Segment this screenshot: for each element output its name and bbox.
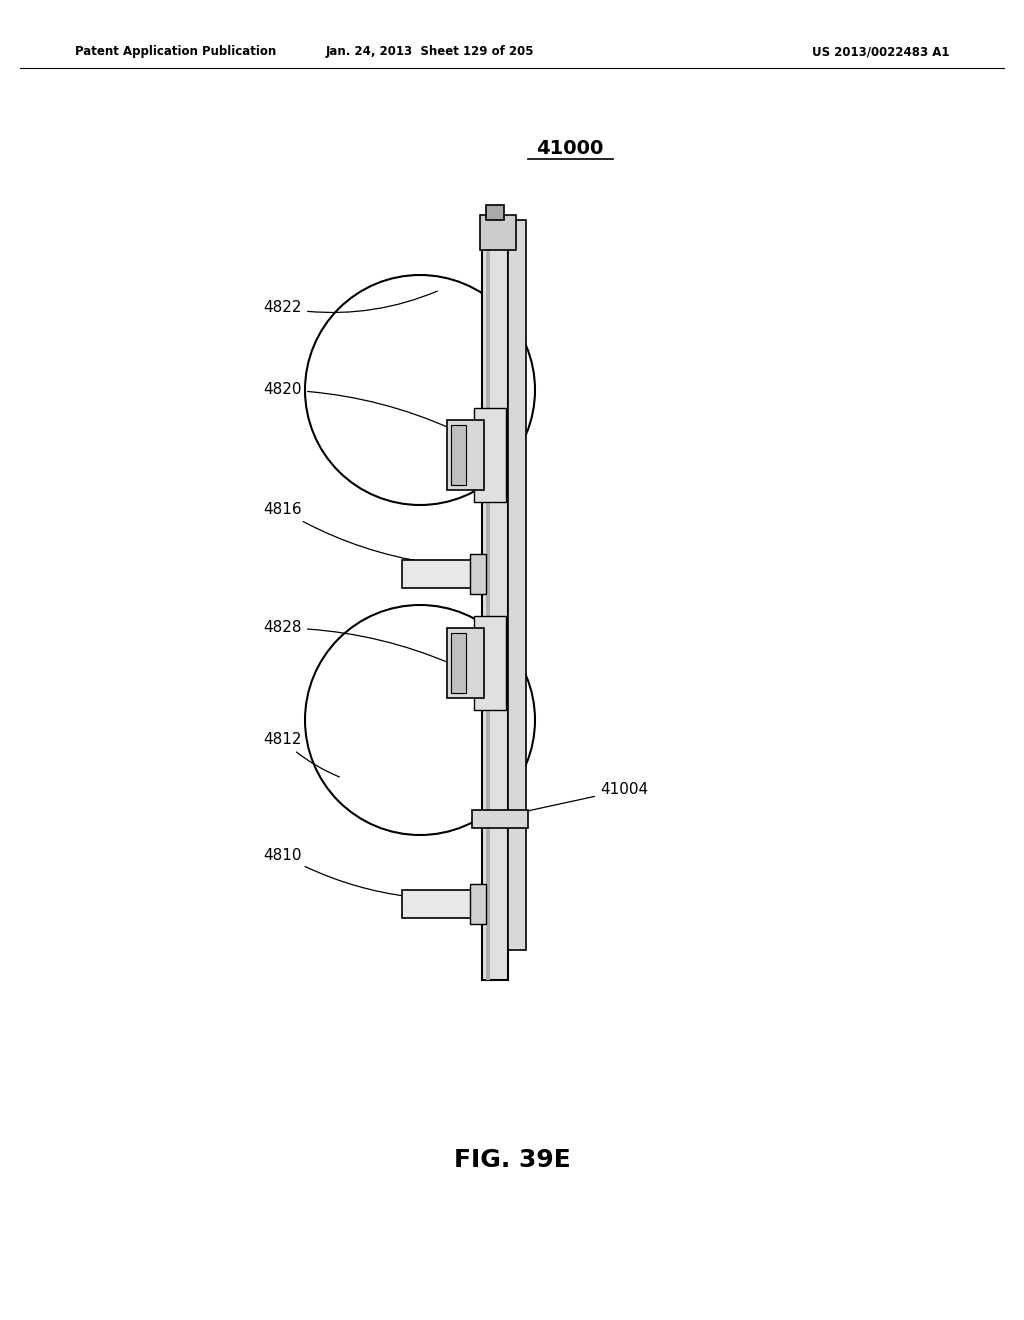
Bar	[470, 884, 486, 924]
Text: US 2013/0022483 A1: US 2013/0022483 A1	[812, 45, 950, 58]
Bar	[451, 425, 466, 484]
Bar	[508, 220, 526, 950]
Bar	[402, 560, 482, 587]
Bar	[482, 220, 508, 979]
Text: 4810: 4810	[263, 847, 410, 896]
Bar	[447, 420, 484, 490]
Bar	[472, 810, 528, 828]
Bar	[402, 890, 482, 917]
Bar	[451, 634, 466, 693]
Text: 4812: 4812	[263, 733, 339, 777]
Bar	[447, 628, 484, 698]
Text: 4820: 4820	[263, 383, 452, 429]
Bar	[474, 408, 506, 502]
Bar	[486, 220, 490, 979]
Text: 4822: 4822	[263, 292, 437, 315]
Text: 4816: 4816	[263, 503, 427, 562]
Bar	[474, 616, 506, 710]
Circle shape	[305, 275, 535, 506]
Text: 41000: 41000	[537, 139, 604, 157]
Text: Jan. 24, 2013  Sheet 129 of 205: Jan. 24, 2013 Sheet 129 of 205	[326, 45, 535, 58]
Bar	[480, 215, 516, 249]
Bar	[470, 554, 486, 594]
Text: 41004: 41004	[512, 783, 648, 814]
Text: 4828: 4828	[263, 620, 452, 664]
Bar	[486, 205, 504, 220]
Circle shape	[305, 605, 535, 836]
Text: Patent Application Publication: Patent Application Publication	[75, 45, 276, 58]
Text: FIG. 39E: FIG. 39E	[454, 1148, 570, 1172]
